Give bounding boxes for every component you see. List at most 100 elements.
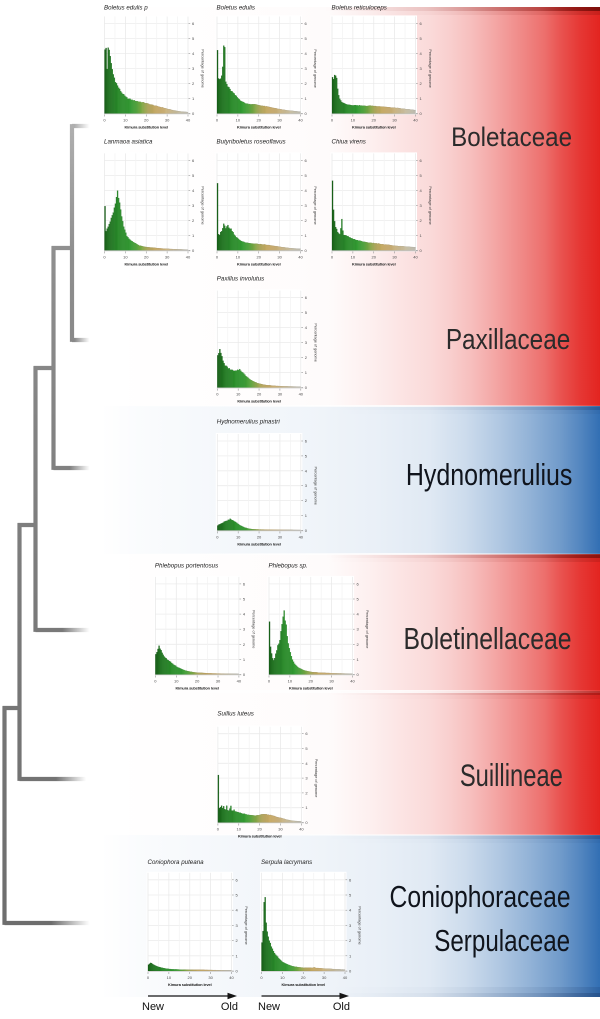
svg-text:Hydnomerulius pinastri: Hydnomerulius pinastri <box>217 418 281 425</box>
svg-text:4: 4 <box>236 908 239 913</box>
svg-text:30: 30 <box>278 534 283 539</box>
svg-text:New: New <box>142 1001 164 1013</box>
svg-text:Kimura substitution level: Kimura substitution level <box>282 982 326 987</box>
svg-text:20: 20 <box>257 534 262 539</box>
svg-text:0: 0 <box>216 392 219 397</box>
svg-text:30: 30 <box>277 254 282 259</box>
svg-text:20: 20 <box>257 118 262 123</box>
svg-text:0: 0 <box>216 254 219 259</box>
svg-text:Kimura substitution level: Kimura substitution level <box>125 261 169 266</box>
svg-text:40: 40 <box>237 679 242 684</box>
svg-text:0: 0 <box>305 385 308 390</box>
svg-text:Paxillus involutus: Paxillus involutus <box>217 276 264 283</box>
svg-text:0: 0 <box>268 679 271 684</box>
svg-text:Percentage of genome: Percentage of genome <box>358 906 362 944</box>
svg-text:1: 1 <box>420 233 423 238</box>
svg-text:30: 30 <box>165 118 170 123</box>
svg-text:2: 2 <box>192 81 195 86</box>
svg-text:10: 10 <box>237 827 242 832</box>
svg-text:30: 30 <box>277 118 282 123</box>
svg-text:0: 0 <box>260 975 263 980</box>
svg-text:5: 5 <box>420 173 423 178</box>
svg-text:30: 30 <box>392 118 397 123</box>
svg-text:6: 6 <box>305 731 308 736</box>
svg-text:Kimura substitution level: Kimura substitution level <box>168 982 212 987</box>
svg-text:3: 3 <box>305 66 308 71</box>
svg-text:30: 30 <box>392 254 397 259</box>
svg-text:0: 0 <box>236 969 239 974</box>
svg-text:Boletus edulis: Boletus edulis <box>217 5 256 12</box>
svg-text:5: 5 <box>305 310 308 315</box>
svg-text:6: 6 <box>192 158 195 163</box>
svg-text:2: 2 <box>357 642 360 647</box>
svg-text:Kimura substitution level: Kimura substitution level <box>125 125 169 130</box>
svg-text:0: 0 <box>305 111 308 116</box>
svg-text:5: 5 <box>420 36 423 41</box>
svg-text:Boletus reticuloceps: Boletus reticuloceps <box>332 5 387 12</box>
svg-text:10: 10 <box>236 118 241 123</box>
svg-text:40: 40 <box>229 975 234 980</box>
svg-text:Percentage of genome: Percentage of genome <box>428 186 432 224</box>
svg-text:1: 1 <box>305 370 308 375</box>
svg-text:2: 2 <box>305 498 308 503</box>
svg-text:2: 2 <box>305 355 308 360</box>
svg-text:20: 20 <box>309 679 314 684</box>
svg-text:4: 4 <box>305 468 308 473</box>
svg-text:3: 3 <box>236 923 239 928</box>
svg-text:Percentage of genome: Percentage of genome <box>313 186 317 224</box>
svg-text:0: 0 <box>216 118 219 123</box>
svg-text:5: 5 <box>236 893 239 898</box>
svg-text:0: 0 <box>305 820 308 825</box>
svg-text:Kimura substitution level: Kimura substitution level <box>352 125 396 130</box>
svg-text:5: 5 <box>305 453 308 458</box>
svg-text:5: 5 <box>305 746 308 751</box>
svg-text:4: 4 <box>192 51 195 56</box>
svg-text:5: 5 <box>243 597 246 602</box>
svg-text:1: 1 <box>192 96 195 101</box>
svg-text:40: 40 <box>299 392 304 397</box>
svg-text:6: 6 <box>420 158 423 163</box>
svg-text:10: 10 <box>280 975 285 980</box>
svg-text:20: 20 <box>257 827 262 832</box>
svg-text:30: 30 <box>278 827 283 832</box>
svg-text:Kimura substitution level: Kimura substitution level <box>175 686 219 691</box>
svg-text:Percentage of genome: Percentage of genome <box>313 466 317 504</box>
svg-text:30: 30 <box>322 975 327 980</box>
svg-text:0: 0 <box>357 672 360 677</box>
svg-text:6: 6 <box>305 21 308 26</box>
svg-text:New: New <box>258 1001 280 1013</box>
svg-text:3: 3 <box>192 66 195 71</box>
svg-text:Percentage of genome: Percentage of genome <box>201 49 205 87</box>
svg-text:Old: Old <box>221 1001 238 1013</box>
svg-text:6: 6 <box>305 295 308 300</box>
svg-text:4: 4 <box>305 188 308 193</box>
svg-text:40: 40 <box>298 118 303 123</box>
svg-text:30: 30 <box>216 679 221 684</box>
svg-text:1: 1 <box>192 233 195 238</box>
svg-text:6: 6 <box>420 21 423 26</box>
svg-text:1: 1 <box>305 805 308 810</box>
svg-text:10: 10 <box>123 254 128 259</box>
svg-text:3: 3 <box>420 66 423 71</box>
svg-text:4: 4 <box>420 188 423 193</box>
svg-text:4: 4 <box>192 188 195 193</box>
svg-text:0: 0 <box>420 111 423 116</box>
svg-text:10: 10 <box>123 118 128 123</box>
svg-text:30: 30 <box>278 392 283 397</box>
svg-text:40: 40 <box>299 827 304 832</box>
svg-text:Percentage of genome: Percentage of genome <box>313 49 317 87</box>
svg-text:1: 1 <box>305 233 308 238</box>
svg-text:0: 0 <box>243 672 246 677</box>
svg-text:Lanmaoa asiatica: Lanmaoa asiatica <box>104 138 153 145</box>
svg-text:3: 3 <box>305 203 308 208</box>
svg-text:4: 4 <box>243 612 246 617</box>
svg-text:2: 2 <box>192 218 195 223</box>
svg-text:2: 2 <box>305 790 308 795</box>
svg-text:Phlebopus sp.: Phlebopus sp. <box>269 563 308 570</box>
svg-text:4: 4 <box>305 51 308 56</box>
svg-text:20: 20 <box>301 975 306 980</box>
svg-text:20: 20 <box>144 118 149 123</box>
svg-text:40: 40 <box>350 679 355 684</box>
svg-text:10: 10 <box>351 254 356 259</box>
svg-text:Kimura substitution level: Kimura substitution level <box>237 541 281 546</box>
